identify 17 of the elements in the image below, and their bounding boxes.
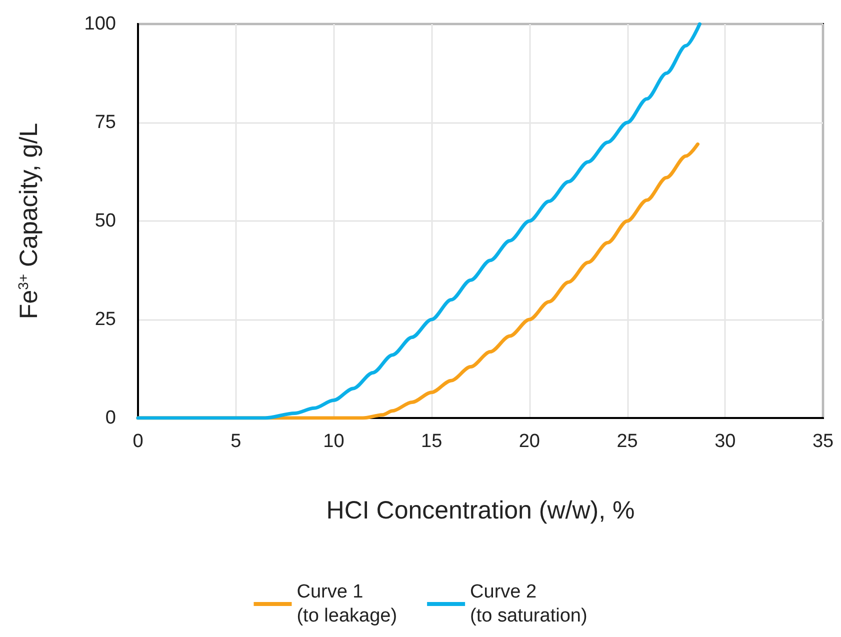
y-tick-label: 100 [84, 14, 116, 34]
x-tick-label: 15 [421, 431, 442, 452]
x-tick-label: 5 [230, 431, 242, 452]
x-tick-label: 20 [518, 431, 540, 452]
y-tick-label: 50 [94, 210, 116, 232]
y-tick-label: 0 [105, 408, 116, 428]
x-tick-label: 10 [323, 431, 344, 452]
legend-label: Curve 1 (to leakage) [296, 582, 398, 626]
x-axis-title: HCI Concentration (w/w), % [326, 496, 635, 524]
y-tick-label: 75 [94, 112, 116, 133]
x-tick-label: 0 [132, 431, 144, 452]
y-tick-label: 25 [94, 309, 116, 330]
y-axis-title: Fe3+ Capacity, g/L [15, 122, 43, 320]
legend-label: Curve 2 (to saturation) [470, 582, 588, 626]
x-tick-label: 35 [812, 431, 834, 452]
x-tick-label: 25 [616, 431, 638, 452]
x-tick-label: 30 [714, 431, 736, 452]
